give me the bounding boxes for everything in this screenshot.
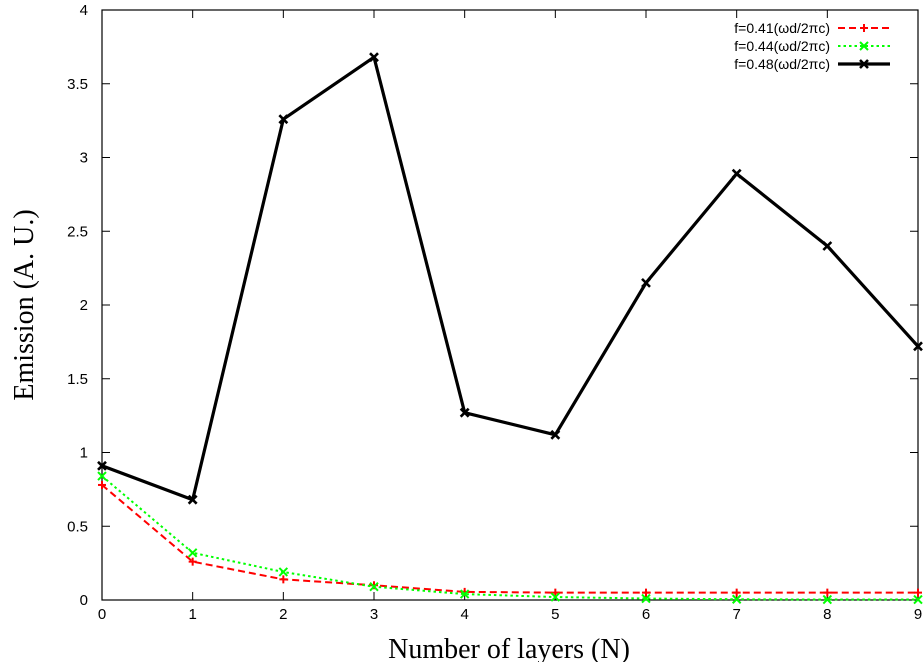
- plot-frame: [101, 9, 919, 601]
- legend-entry-2: f=0.44(ωd/2πc): [734, 38, 890, 54]
- legend-label: f=0.41(ωd/2πc): [734, 20, 830, 36]
- data-point: [278, 567, 289, 577]
- legend-label: f=0.44(ωd/2πc): [734, 38, 830, 54]
- y-tick-label: 0: [80, 592, 88, 609]
- series-1: [98, 480, 922, 597]
- series-line: [101, 475, 918, 601]
- data-point: [187, 494, 198, 505]
- data-point: [97, 471, 107, 481]
- x-tick-label: 0: [98, 606, 106, 623]
- data-point: [369, 582, 379, 592]
- x-tick-label: 3: [370, 606, 378, 623]
- data-point: [459, 589, 470, 599]
- x-axis-title: Number of layers (N): [388, 634, 630, 662]
- data-point: [822, 241, 833, 251]
- data-point: [550, 429, 561, 440]
- data-point: [550, 592, 561, 602]
- data-point: [731, 594, 742, 604]
- y-tick-label: 2: [80, 297, 88, 314]
- data-point: [822, 594, 833, 605]
- data-point: [369, 52, 379, 63]
- legend-marker: [859, 59, 869, 69]
- data-point: [459, 407, 470, 418]
- data-point: [187, 548, 198, 558]
- y-tick-label: 3: [80, 150, 88, 167]
- y-tick-label: 0.5: [67, 518, 88, 535]
- data-point: [97, 460, 107, 471]
- legend-entry-3: f=0.48(ωd/2πc): [734, 56, 890, 72]
- x-tick-label: 5: [551, 606, 559, 623]
- x-tick-label: 7: [732, 606, 740, 623]
- y-tick-label: 1: [80, 445, 88, 462]
- y-tick-label: 4: [80, 2, 88, 19]
- x-tick-label: 8: [823, 606, 831, 623]
- x-tick-label: 6: [642, 606, 650, 623]
- series-line: [101, 55, 920, 502]
- data-point: [731, 168, 742, 179]
- legend-marker: [859, 41, 869, 51]
- x-tick-label: 2: [279, 606, 287, 623]
- data-point: [913, 341, 923, 352]
- data-point: [913, 594, 923, 605]
- data-point: [641, 277, 651, 288]
- series-2: [97, 471, 923, 605]
- y-axis-title: Emission (A. U.): [9, 209, 40, 400]
- data-point: [641, 593, 651, 604]
- legend-entry-1: f=0.41(ωd/2πc): [734, 20, 890, 36]
- x-tick-label: 4: [460, 606, 468, 623]
- series-line: [101, 484, 918, 594]
- data-point: [278, 114, 289, 125]
- y-tick-label: 1.5: [67, 371, 88, 388]
- legend-label: f=0.48(ωd/2πc): [734, 56, 830, 72]
- x-tick-label: 1: [188, 606, 196, 623]
- y-tick-label: 2.5: [67, 223, 88, 240]
- series-3: [97, 52, 923, 505]
- x-tick-label: 9: [914, 606, 922, 623]
- y-tick-label: 3.5: [67, 76, 88, 93]
